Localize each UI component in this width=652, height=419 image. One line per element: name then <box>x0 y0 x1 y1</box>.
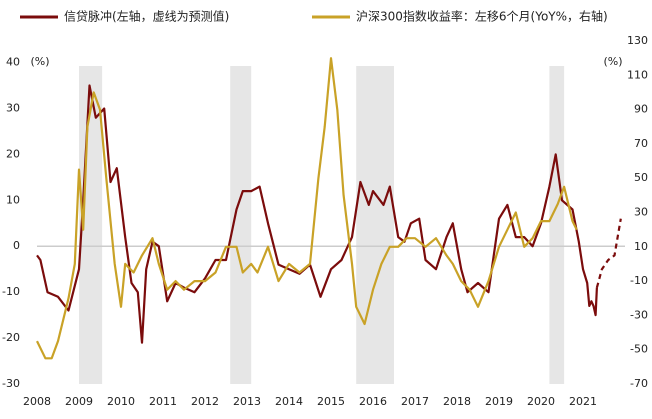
y2-axis-label: (%) <box>603 55 622 68</box>
x-tick-label: 2019 <box>485 395 513 408</box>
y2-tick-label: 30 <box>634 206 648 219</box>
legend-label: 沪深300指数收益率：左移6个月(YoY%，右轴) <box>356 9 608 24</box>
y-tick-label: -10 <box>2 285 20 298</box>
x-tick-label: 2018 <box>443 395 471 408</box>
x-tick-label: 2016 <box>359 395 387 408</box>
y2-tick-label: -30 <box>630 308 648 321</box>
y-tick-label: 0 <box>13 239 20 252</box>
x-tick-label: 2008 <box>23 395 51 408</box>
y-tick-label: 40 <box>6 56 20 69</box>
forecast-line <box>595 218 622 288</box>
x-tick-label: 2021 <box>569 395 597 408</box>
x-tick-label: 2010 <box>107 395 135 408</box>
y2-tick-label: -10 <box>630 274 648 287</box>
y2-tick-label: 130 <box>627 34 648 47</box>
y2-tick-label: -50 <box>630 343 648 356</box>
y2-tick-label: 50 <box>634 171 648 184</box>
legend-label: 信贷脉冲(左轴，虚线为预测值) <box>64 9 229 24</box>
shaded-period <box>549 66 565 384</box>
x-tick-label: 2009 <box>65 395 93 408</box>
y-tick-label: 30 <box>6 101 20 114</box>
series-line <box>36 84 598 344</box>
x-tick-label: 2014 <box>275 395 303 408</box>
y2-tick-label: 110 <box>627 68 648 81</box>
y-tick-label: -20 <box>2 331 20 344</box>
y2-tick-label: 90 <box>634 103 648 116</box>
y2-tick-label: 70 <box>634 137 648 150</box>
y-axis-label: (%) <box>30 55 49 68</box>
y-tick-label: -30 <box>2 377 20 390</box>
y2-tick-label: -70 <box>630 377 648 390</box>
shaded-period <box>79 66 103 384</box>
y-tick-label: 20 <box>6 147 20 160</box>
y2-tick-label: 10 <box>634 240 648 253</box>
shaded-period <box>230 66 252 384</box>
x-tick-label: 2015 <box>317 395 345 408</box>
x-tick-label: 2013 <box>233 395 261 408</box>
x-tick-label: 2011 <box>149 395 177 408</box>
x-tick-label: 2017 <box>401 395 429 408</box>
shaded-period <box>356 66 394 384</box>
x-tick-label: 2012 <box>191 395 219 408</box>
x-tick-label: 2020 <box>527 395 555 408</box>
y-tick-label: 10 <box>6 193 20 206</box>
series-line <box>36 57 578 360</box>
